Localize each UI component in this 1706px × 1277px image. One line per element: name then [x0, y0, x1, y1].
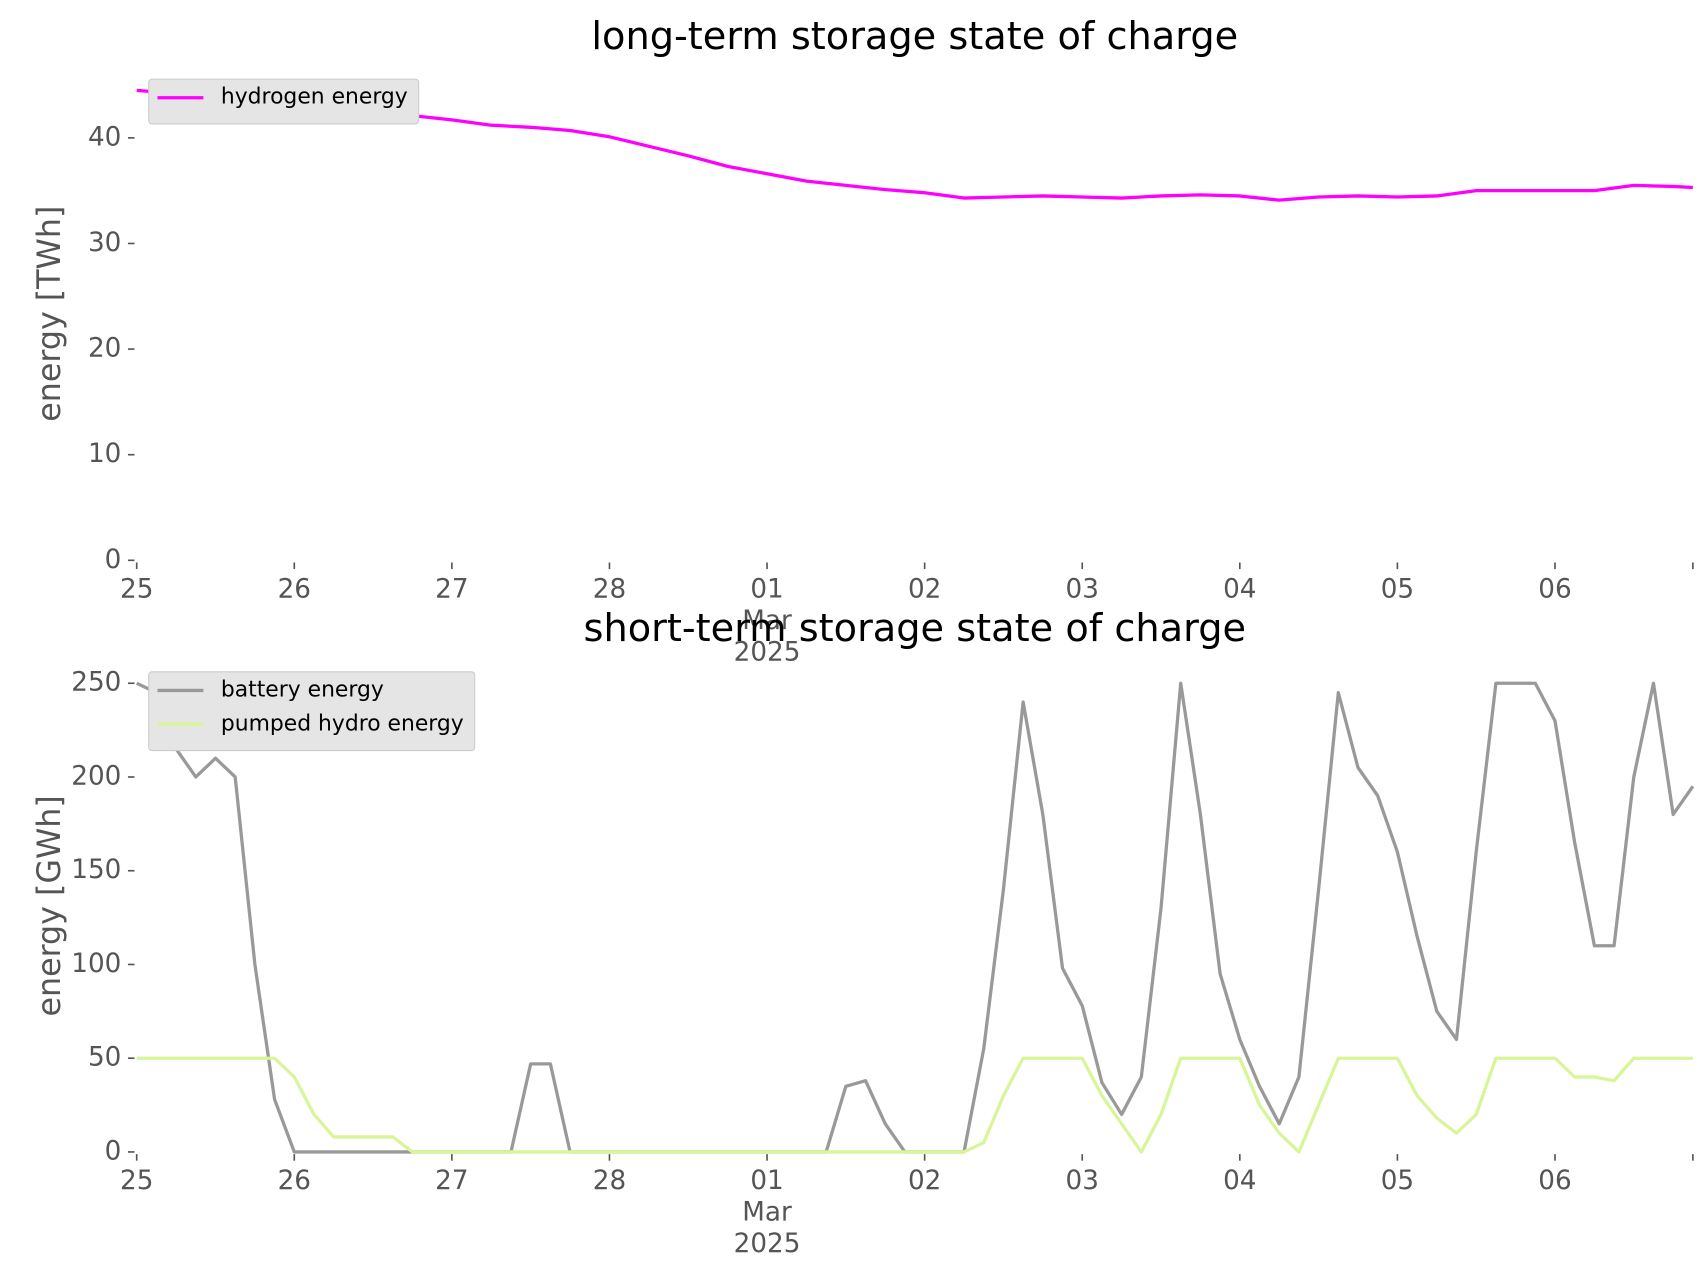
x-tick-label: 26	[278, 574, 311, 604]
x-tick-label: 03	[1066, 574, 1099, 604]
x-tick-label: 27	[435, 1166, 468, 1196]
series-line	[136, 1056, 1693, 1154]
y-tick-label: 200	[71, 761, 121, 791]
chart-title: long-term storage state of charge	[591, 14, 1238, 59]
legend-label: pumped hydro energy	[221, 711, 464, 736]
x-tick-label: 05	[1381, 574, 1414, 604]
y-axis-label: energy [GWh]	[32, 795, 68, 1016]
x-tick-label: 25	[120, 574, 153, 604]
chart-title: short-term storage state of charge	[584, 606, 1247, 651]
y-tick-label: 30	[88, 228, 121, 258]
x-tick-label: 05	[1381, 1166, 1414, 1196]
x-tick-label: 26	[278, 1166, 311, 1196]
x-tick-label: 27	[435, 574, 468, 604]
x-tick-label: 04	[1223, 574, 1256, 604]
series-line	[135, 681, 1695, 1154]
x-tick-label: 06	[1538, 574, 1571, 604]
x-tick-label: 02	[908, 1166, 941, 1196]
x-tick-label: 25	[120, 1166, 153, 1196]
y-tick-label: 50	[88, 1043, 121, 1073]
legend-box	[148, 78, 420, 125]
legend-label: hydrogen energy	[221, 85, 408, 110]
y-tick-label: 150	[71, 855, 121, 885]
legend-label: battery energy	[221, 677, 384, 702]
x-tick-label: 01 Mar 2025	[734, 574, 801, 667]
x-tick-label: 06	[1538, 1166, 1571, 1196]
x-tick-label: 04	[1223, 1166, 1256, 1196]
y-tick-label: 0	[105, 545, 122, 575]
x-tick-label: 01 Mar 2025	[734, 1166, 801, 1259]
y-tick-label: 20	[88, 334, 121, 364]
legend: battery energy pumped hydro energy	[148, 671, 476, 752]
y-tick-label: 10	[88, 439, 121, 469]
y-tick-label: 100	[71, 949, 121, 979]
legend: hydrogen energy	[148, 78, 420, 125]
x-tick-label: 03	[1066, 1166, 1099, 1196]
y-tick-label: 250	[71, 668, 121, 698]
y-tick-label: 0	[105, 1136, 122, 1166]
x-tick-label: 28	[593, 1166, 626, 1196]
legend-box	[148, 671, 476, 752]
y-axis-label: energy [TWh]	[32, 206, 68, 422]
x-tick-label: 28	[593, 574, 626, 604]
y-tick-label: 40	[88, 122, 121, 152]
x-tick-label: 02	[908, 574, 941, 604]
